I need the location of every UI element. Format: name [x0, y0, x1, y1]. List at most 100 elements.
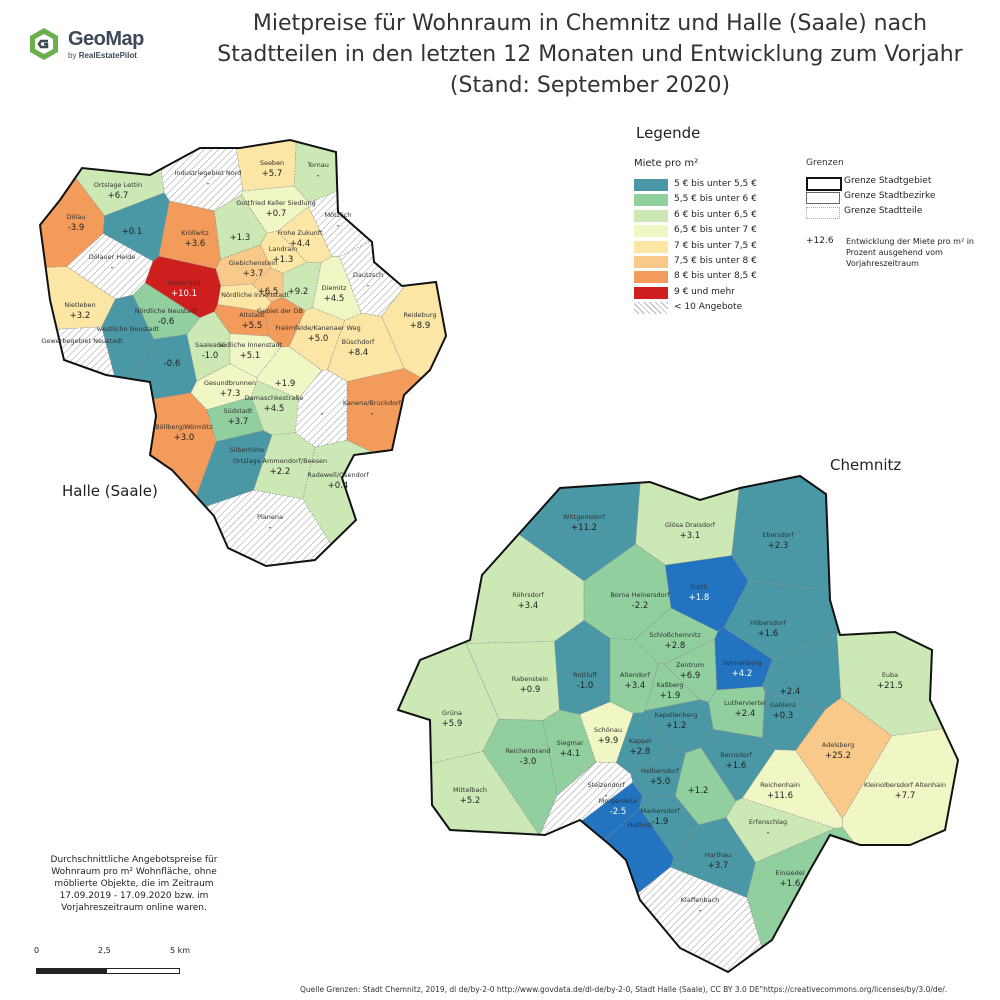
district-change: +5.7 — [262, 169, 283, 179]
district-change: +6.5 — [258, 287, 279, 297]
boundary-swatch — [806, 207, 840, 219]
city-boundary — [38, 138, 448, 568]
district-name: Heide Süd — [167, 279, 200, 287]
district-area — [160, 147, 244, 212]
district-name: Diemitz — [322, 284, 347, 292]
district-name: Nördliche Innenstadt — [221, 291, 289, 299]
district-area — [579, 701, 634, 764]
district-change: +1.2 — [688, 786, 709, 796]
logo-sub-prefix: by — [68, 51, 77, 60]
district-area — [346, 368, 423, 453]
district-area — [539, 761, 634, 836]
district-change: - — [766, 828, 769, 838]
district-area — [190, 363, 258, 411]
legend-swatch — [634, 255, 668, 268]
district-name: Markersdorf — [641, 807, 681, 815]
district-name: Glösa Draisdorf — [665, 521, 716, 529]
district-change: - — [320, 409, 323, 419]
district-area — [240, 185, 310, 234]
district-name: Ortslage Ammendorf/Beesen — [233, 457, 327, 465]
district-name: Nietleben — [64, 301, 95, 309]
district-change: - — [336, 221, 339, 231]
district-name: Stelzendorf — [587, 781, 625, 789]
map-title-line: Mietpreise für Wohnraum in Chemnitz und … — [252, 11, 928, 36]
scale-tick: 0 — [34, 946, 40, 955]
district-name: Morgenleite — [599, 797, 638, 805]
district-area — [723, 580, 840, 660]
district-area — [264, 297, 306, 348]
district-change: +1.9 — [275, 379, 296, 389]
district-area — [430, 751, 540, 836]
district-change: -3.9 — [68, 223, 85, 233]
halle-city-label: Halle (Saale) — [62, 482, 158, 500]
district-area — [609, 637, 659, 714]
logo-subtitle: by RealEstatePilot — [68, 51, 137, 60]
district-change: +3.7 — [228, 417, 249, 427]
district-name: Einsiedel — [775, 869, 804, 877]
district-change: +0.7 — [266, 209, 287, 219]
district-name: Kappel — [629, 737, 651, 745]
map-title: Mietpreise für Wohnraum in Chemnitz und … — [190, 8, 990, 101]
district-change: +4.2 — [732, 669, 753, 679]
district-name: Industriegebiet Nord — [175, 169, 242, 177]
legend-label: 8 € bis unter 8,5 € — [674, 271, 757, 282]
legend-swatch — [634, 209, 668, 222]
district-change: +8.4 — [348, 348, 369, 358]
district-change: +1.3 — [273, 255, 294, 265]
district-name: Schloßchemnitz — [649, 631, 701, 639]
chemnitz-map: Wittgensdorf +11.2 Glösa Draisdorf +3.1 Eber… — [396, 474, 960, 974]
legend-label: 7 € bis unter 7,5 € — [674, 240, 757, 251]
legend-swatch — [634, 194, 668, 207]
district-name: Mittelbach — [453, 786, 487, 794]
district-name: Frohe Zukunft — [277, 229, 323, 237]
district-change: +5.2 — [460, 796, 481, 806]
district-name: Gesundbrunnen — [204, 379, 256, 387]
district-area — [615, 712, 670, 775]
district-change: +3.0 — [174, 433, 195, 443]
district-area — [795, 697, 893, 820]
district-change: +1.8 — [689, 593, 710, 603]
district-change: +0.9 — [520, 685, 541, 695]
district-change: +4.4 — [290, 239, 311, 249]
district-change: -2.2 — [632, 601, 649, 611]
district-change: +3.7 — [708, 861, 729, 871]
district-area — [132, 282, 201, 340]
legend-label: 7,5 € bis unter 8 € — [674, 255, 757, 266]
district-name: Erfenschlag — [749, 818, 787, 826]
map-title-line: (Stand: September 2020) — [449, 73, 731, 98]
district-name: Radewell/Osendorf — [307, 471, 369, 479]
district-name: Borna Heinersdorf — [610, 591, 670, 599]
district-area — [251, 380, 300, 436]
district-area — [213, 194, 267, 260]
district-change: +2.3 — [768, 541, 789, 551]
district-name: Euba — [882, 671, 898, 679]
district-change: +10.1 — [171, 289, 197, 299]
district-area — [639, 795, 700, 859]
district-change: +1.9 — [660, 691, 681, 701]
geomap-logo-icon — [30, 28, 58, 60]
boundary-label: Grenze Stadtgebiet — [844, 176, 932, 186]
district-name: Röhrsdorf — [512, 591, 544, 599]
district-name: Freiimfelde/Kanenaer Weg — [275, 324, 360, 332]
district-name: Kanena/Bruckdorf — [343, 399, 402, 407]
district-change: +0.3 — [773, 711, 794, 721]
boundary-label: Grenze Stadtbezirke — [844, 191, 936, 201]
district-name: Lutherviertel — [724, 699, 766, 707]
district-name: Ebersdorf — [762, 531, 794, 539]
district-name: Kleinolbersdorf Altenhain — [864, 781, 946, 789]
scale-tick: 5 km — [170, 946, 191, 955]
legend-swatch — [634, 271, 668, 284]
district-name: Saaleaue — [195, 341, 225, 349]
district-name: Gablenz — [770, 701, 797, 709]
district-change: - — [698, 906, 701, 916]
district-change: - — [604, 791, 607, 801]
district-change: +4.5 — [324, 294, 345, 304]
district-change: +2.8 — [630, 747, 651, 757]
district-change: -0.6 — [164, 359, 181, 369]
boundary-label: Grenze Stadtteile — [844, 206, 923, 216]
district-change: +25.2 — [825, 751, 851, 761]
district-name: Kröllwitz — [181, 229, 209, 237]
district-area — [465, 641, 560, 721]
district-name: Dautzsch — [353, 271, 383, 279]
city-boundary — [396, 474, 960, 974]
